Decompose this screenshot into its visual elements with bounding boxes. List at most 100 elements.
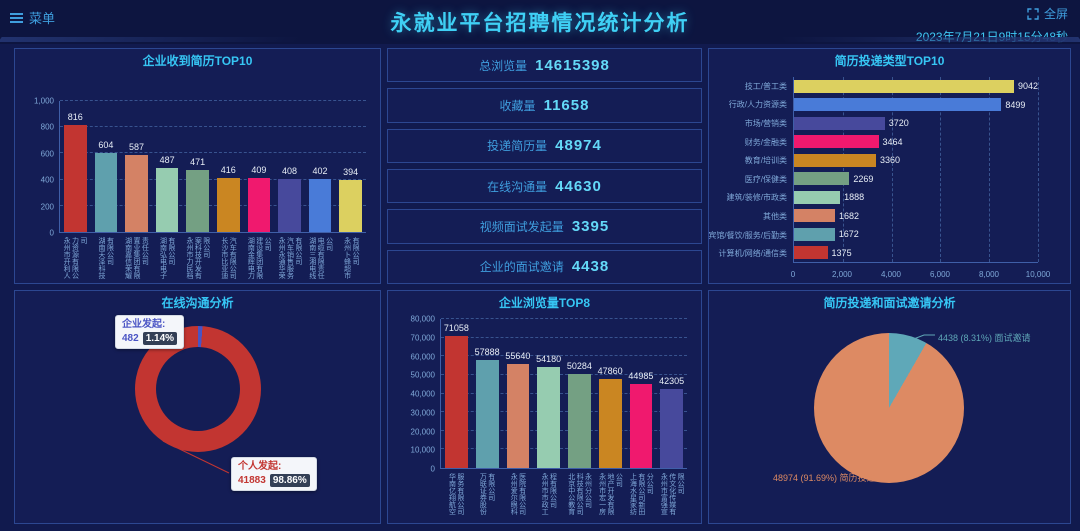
x-category: 永州卜蜂超市有限公司 [335,237,366,281]
bar-value-label: 471 [190,157,206,168]
stat-label: 收藏量 [499,98,536,113]
bar[interactable] [445,335,468,468]
x-category-label: 永州市宏一房地产开发有限公司 [598,473,623,515]
bar-rows: 9042 8499 3720 3464 3360 2269 1888 1682 1672 1375 [794,77,1038,262]
hamburger-icon [10,12,23,23]
bar-row: 1375 [794,246,1038,260]
fullscreen-button[interactable]: 全屏 [1027,5,1068,22]
bar[interactable] [794,79,1014,93]
bar[interactable] [278,178,301,232]
bar[interactable] [216,177,240,232]
bar-value-label: 1672 [838,229,859,240]
gridline [60,152,366,154]
bar[interactable] [794,190,841,204]
gridline [989,77,991,262]
gridline [940,77,942,262]
bar[interactable] [339,180,362,232]
bar[interactable] [794,246,828,260]
bar[interactable] [94,152,118,232]
bar[interactable] [794,227,835,241]
bar[interactable] [506,364,530,468]
bar-slot: 55640 [503,319,534,468]
chart-title: 简历投递类型TOP10 [834,54,945,68]
bar-value-label: 71058 [443,322,469,333]
bar[interactable] [794,98,1002,112]
bar[interactable] [247,178,271,232]
bar-value-label: 1888 [844,192,865,203]
bar[interactable] [537,367,560,468]
x-category: 北京中公教育科技有限公司永州分公司 [564,473,595,521]
bar[interactable] [568,374,591,468]
y-category-label: 建筑/装修/市政类 [726,193,787,203]
bar-value-label: 8499 [1005,99,1026,110]
bar-value-label: 57888 [474,347,500,358]
bar[interactable] [598,378,622,468]
x-category-label: 湖南三湘电线电缆有限责任公司 [308,237,333,279]
bar[interactable] [660,389,683,468]
bar-slot: 408 [274,101,305,232]
bar-slot: 44985 [626,319,657,468]
bar-slot: 604 [91,101,122,232]
stat-video-interviews: 视频面试发起量 3395 [387,209,702,244]
page-title: 永就业平台招聘情况统计分析 [390,12,690,35]
pie-chart[interactable] [814,333,964,483]
slice-percent: 1.14% [142,331,178,345]
bar[interactable] [794,135,879,149]
company-resume-top10-chart: 0 200 400 600 800 1,000 816 604 587 487 471 416 409 4… [23,73,372,281]
x-category: 永州市开利人力资源有限公司 [59,237,90,281]
bar-value-label: 3360 [879,155,900,166]
bar[interactable] [794,153,876,167]
bar[interactable] [155,168,179,232]
slice-name: 个人发起: [238,461,282,472]
y-category-label: 财务/金融类 [744,137,787,147]
bar-value-label: 50284 [566,361,592,372]
bar-row: 3720 [794,116,1038,130]
x-category: 华南亿翔航空服务有限公司 [440,473,471,521]
stat-online-chats: 在线沟通量 44630 [387,168,702,204]
bar-row: 3360 [794,153,1038,167]
plot-area: 71058 57888 55640 54180 50284 47860 44985 42305 [440,318,687,469]
bar-value-label: 9042 [1017,81,1038,92]
bar[interactable] [629,384,653,468]
gridline [441,336,687,338]
stat-interview-invitations: 企业的面试邀请 4438 [387,249,702,284]
x-category-label: 北京中公教育科技有限公司永州分公司 [567,473,592,515]
bar[interactable] [63,125,87,232]
stat-value: 11658 [543,96,590,114]
y-category-label: 宾馆/餐饮/服务/后勤类 [708,230,787,240]
menu-button[interactable]: 菜单 [10,8,55,27]
x-category-label: 华南亿翔航空服务有限公司 [448,473,464,515]
stat-label: 视频面试发起量 [479,219,564,234]
bar[interactable] [125,155,148,232]
bar-slot: 42305 [656,319,687,468]
x-category: 湖南嘉信荣耀置业集团有限责任公司 [120,237,151,281]
bar[interactable] [186,170,209,232]
company-views-top8-chart: 0 10,000 20,000 30,000 40,000 50,000 60,000 70,… [396,315,693,521]
bar[interactable] [475,360,499,468]
bar[interactable] [794,116,885,130]
x-category: 永州市富强宣传文化传媒有限公司 [656,473,687,521]
y-tick-label: 0 [430,464,435,474]
bar-value-label: 604 [98,139,114,150]
x-category-label: 永州永通华荣汽车销售服务有限公司 [278,237,302,279]
y-tick-label: 0 [49,228,54,238]
bar[interactable] [794,209,836,223]
x-category: 永州市市政工程有限公司 [533,473,564,521]
stat-resumes-sent: 投递简历量 48974 [387,128,702,163]
bar-slot: 487 [152,101,183,232]
x-category: 永州永通华荣汽车销售服务有限公司 [274,237,305,281]
x-axis-labels: 华南亿翔航空服务有限公司 万联证券股份有限公司 永州爱尔眼科医院有限公司 永州市市政工… [440,473,687,521]
bar-value-label: 42305 [659,376,685,387]
stat-favorites: 收藏量 11658 [387,88,702,123]
x-category: 万联证券股份有限公司 [471,473,502,521]
online-communication-chart: 企业发起: 482 1.14% 个人发起: 41883 98.86% [15,291,380,523]
bar-value-label: 402 [312,166,328,177]
stat-label: 企业的面试邀请 [479,260,564,275]
bar[interactable] [308,179,332,232]
bar[interactable] [794,172,850,186]
y-tick-label: 10,000 [410,445,435,455]
bar-value-label: 408 [281,165,297,176]
y-category-label: 市场/营销类 [744,118,787,128]
bar-slot: 394 [335,101,366,232]
gridline [441,392,687,394]
